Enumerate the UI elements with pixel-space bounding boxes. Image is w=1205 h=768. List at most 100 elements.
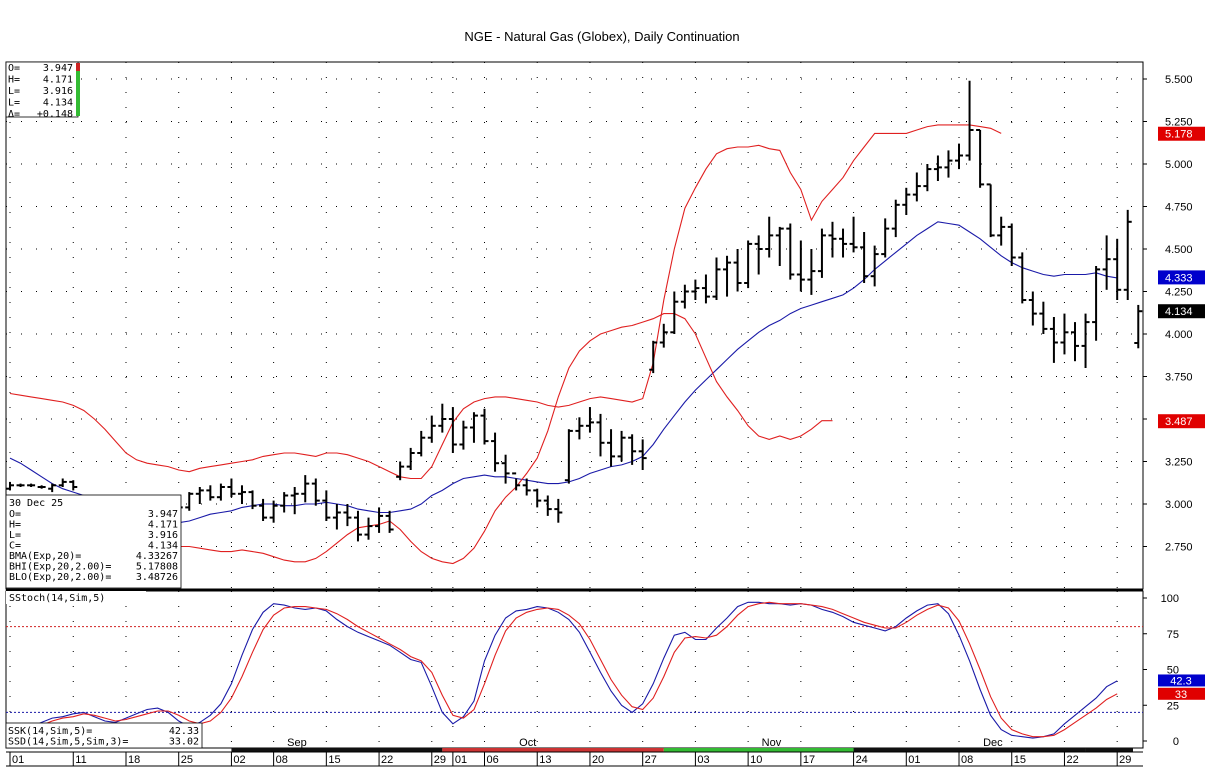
price-bar	[37, 485, 46, 489]
price-bar	[501, 454, 510, 484]
price-bar	[607, 429, 616, 467]
price-bar	[554, 498, 563, 523]
price-bar	[343, 504, 352, 527]
price-bar	[206, 485, 215, 501]
price-bar	[891, 199, 900, 238]
price-bar	[417, 430, 426, 457]
month-color-bar	[663, 748, 854, 752]
price-bar	[564, 429, 573, 484]
price-bar	[27, 483, 36, 487]
price-bar	[1102, 235, 1111, 290]
price-bar	[58, 478, 67, 487]
price-bar	[617, 430, 626, 462]
info-value: 3.947	[148, 509, 178, 520]
info-label: BMA(Exp,20)=	[9, 551, 81, 562]
day-label: 15	[328, 754, 340, 766]
price-bar	[16, 483, 25, 487]
price-bar	[48, 483, 57, 493]
price-bar	[596, 413, 605, 457]
ohlc-value: 4.171	[43, 75, 73, 86]
price-tick-label: 5.250	[1165, 117, 1193, 129]
price-bar	[712, 257, 721, 300]
band-line	[9, 221, 1118, 524]
price-bar	[195, 487, 204, 504]
price-bar	[628, 434, 637, 465]
day-label: 18	[128, 754, 140, 766]
price-bar	[923, 164, 932, 192]
price-bar	[796, 240, 805, 292]
info-label: L=	[9, 530, 21, 541]
day-label: 29	[1119, 754, 1131, 766]
price-bar	[1113, 238, 1122, 300]
price-bar	[280, 492, 289, 513]
info-value: 5.17808	[136, 562, 178, 573]
price-bar	[881, 218, 890, 258]
day-label: 10	[750, 754, 762, 766]
price-bar	[301, 475, 310, 503]
day-label: 29	[434, 754, 446, 766]
info-value: 3.48726	[136, 572, 178, 583]
price-bars	[6, 80, 1143, 557]
price-bar	[227, 478, 236, 498]
day-label: 08	[276, 754, 288, 766]
chart-title: NGE - Natural Gas (Globex), Daily Contin…	[464, 29, 739, 44]
day-label: 01	[455, 754, 467, 766]
price-flag	[1158, 270, 1205, 285]
price-bar	[775, 226, 784, 266]
price-bar	[997, 216, 1006, 246]
price-bar	[364, 517, 373, 540]
ohlc-label: O=	[8, 63, 20, 74]
day-label: 24	[856, 754, 868, 766]
stoch-flag	[1158, 687, 1205, 700]
day-label: 01	[908, 754, 920, 766]
price-bar	[701, 274, 710, 304]
price-bar	[933, 155, 942, 181]
price-bar	[290, 487, 299, 515]
price-bar	[448, 407, 457, 453]
price-tick-label: 4.000	[1165, 329, 1193, 341]
price-bar	[1039, 301, 1048, 334]
price-tick-label: 4.500	[1165, 244, 1193, 256]
info-label: O=	[9, 509, 21, 520]
price-bar	[1007, 223, 1016, 266]
price-bar	[1081, 313, 1090, 368]
price-bar	[185, 492, 194, 511]
stoch-box-value: 33.02	[169, 737, 199, 748]
price-bar	[1018, 252, 1027, 304]
price-tick-label: 2.750	[1165, 542, 1193, 554]
day-label: 02	[233, 754, 245, 766]
day-label: 01	[12, 754, 24, 766]
month-label: Nov	[762, 737, 782, 749]
day-label: 22	[381, 754, 393, 766]
price-bar	[754, 235, 763, 275]
price-bar	[765, 216, 774, 258]
price-bar	[849, 216, 858, 253]
price-bar	[828, 221, 837, 258]
price-bar	[375, 507, 384, 533]
price-flag-label: 4.333	[1165, 272, 1193, 284]
price-bar	[406, 447, 415, 470]
stoch-box-value: 42.33	[169, 726, 199, 737]
price-bar	[1092, 266, 1101, 341]
price-bar	[902, 187, 911, 215]
stoch-tick-label: 75	[1167, 629, 1179, 641]
price-tick-label: 4.250	[1165, 287, 1193, 299]
price-bar	[670, 291, 679, 334]
price-bar	[385, 510, 394, 533]
day-label: 17	[803, 754, 815, 766]
price-bar	[259, 498, 268, 521]
ohlc-label: L=	[8, 98, 20, 109]
info-label: BHI(Exp,20,2.00)=	[9, 562, 111, 573]
price-tick-label: 3.750	[1165, 372, 1193, 384]
stoch-label-box: SStoch(14,Sim,5)	[6, 591, 146, 604]
stoch-flag-label: 42.3	[1170, 675, 1191, 687]
price-bar	[480, 408, 489, 445]
price-bar	[311, 478, 320, 506]
info-label: BLO(Exp,20,2.00)=	[9, 572, 111, 583]
ohlc-value: 3.947	[43, 63, 73, 74]
ohlc-value: +0.148	[37, 109, 73, 120]
month-label: Oct	[519, 737, 536, 749]
price-tick-label: 3.000	[1165, 499, 1193, 511]
stoch-axis: 100 75 50 25 0 42.3 33	[1143, 593, 1205, 748]
